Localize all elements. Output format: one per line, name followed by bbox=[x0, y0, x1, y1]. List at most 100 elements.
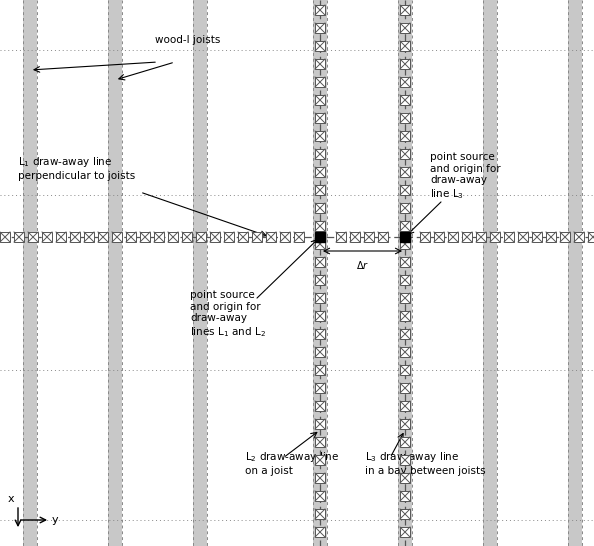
Bar bbox=[315, 59, 325, 69]
Bar bbox=[315, 509, 325, 519]
Text: y: y bbox=[52, 515, 59, 525]
Bar bbox=[193, 0, 207, 546]
Bar bbox=[315, 221, 325, 231]
Bar bbox=[182, 232, 192, 242]
Bar bbox=[315, 185, 325, 195]
Bar bbox=[364, 232, 374, 242]
Bar bbox=[42, 232, 52, 242]
Bar bbox=[315, 113, 325, 123]
Bar bbox=[315, 329, 325, 339]
Text: x: x bbox=[7, 494, 14, 504]
Text: $\Delta r$: $\Delta r$ bbox=[356, 259, 369, 271]
Bar bbox=[140, 232, 150, 242]
Bar bbox=[108, 0, 122, 546]
Bar bbox=[400, 473, 410, 483]
Bar bbox=[400, 293, 410, 303]
Bar bbox=[315, 131, 325, 141]
Bar bbox=[315, 5, 325, 15]
Bar bbox=[315, 275, 325, 285]
Bar bbox=[126, 232, 136, 242]
Bar bbox=[400, 347, 410, 357]
Bar bbox=[518, 232, 528, 242]
Bar bbox=[400, 437, 410, 447]
Bar bbox=[315, 167, 325, 177]
Bar bbox=[315, 383, 325, 393]
Bar bbox=[0, 232, 10, 242]
Bar bbox=[400, 239, 410, 249]
Bar bbox=[400, 185, 410, 195]
Bar bbox=[400, 419, 410, 429]
Bar bbox=[70, 232, 80, 242]
Bar bbox=[294, 232, 304, 242]
Bar bbox=[315, 149, 325, 159]
Bar bbox=[315, 239, 325, 249]
Bar bbox=[98, 232, 108, 242]
Bar bbox=[400, 5, 410, 15]
Bar bbox=[400, 365, 410, 375]
Bar bbox=[400, 113, 410, 123]
Bar bbox=[400, 203, 410, 213]
Text: L$_3$ draw-away line
in a bay between joists: L$_3$ draw-away line in a bay between jo… bbox=[365, 450, 486, 476]
Bar bbox=[238, 232, 248, 242]
Bar bbox=[400, 491, 410, 501]
Bar bbox=[315, 527, 325, 537]
Bar bbox=[84, 232, 94, 242]
Bar bbox=[315, 473, 325, 483]
Bar bbox=[400, 77, 410, 87]
Bar bbox=[154, 232, 164, 242]
Bar bbox=[315, 365, 325, 375]
Bar bbox=[400, 131, 410, 141]
Bar bbox=[196, 232, 206, 242]
Bar bbox=[490, 232, 500, 242]
Bar bbox=[574, 232, 584, 242]
Bar bbox=[14, 232, 24, 242]
Bar bbox=[315, 347, 325, 357]
Bar bbox=[400, 59, 410, 69]
Bar bbox=[588, 232, 594, 242]
Bar bbox=[400, 149, 410, 159]
Bar bbox=[400, 401, 410, 411]
Bar bbox=[532, 232, 542, 242]
Bar bbox=[315, 455, 325, 465]
Bar bbox=[252, 232, 262, 242]
Text: point source
and origin for
draw-away
lines L$_1$ and L$_2$: point source and origin for draw-away li… bbox=[190, 290, 266, 339]
Bar bbox=[315, 77, 325, 87]
Bar bbox=[315, 95, 325, 105]
Text: L$_2$ draw-away line
on a joist: L$_2$ draw-away line on a joist bbox=[245, 450, 339, 476]
Bar bbox=[400, 95, 410, 105]
Bar bbox=[168, 232, 178, 242]
Bar bbox=[448, 232, 458, 242]
Text: wood-I joists: wood-I joists bbox=[155, 35, 220, 45]
Bar bbox=[315, 41, 325, 51]
Bar bbox=[315, 419, 325, 429]
Bar bbox=[400, 221, 410, 231]
Bar bbox=[378, 232, 388, 242]
Bar bbox=[266, 232, 276, 242]
Bar bbox=[400, 23, 410, 33]
Bar bbox=[313, 0, 327, 546]
Bar bbox=[400, 527, 410, 537]
Bar bbox=[400, 329, 410, 339]
Bar bbox=[315, 293, 325, 303]
Bar bbox=[434, 232, 444, 242]
Bar bbox=[400, 167, 410, 177]
Bar bbox=[476, 232, 486, 242]
Bar bbox=[504, 232, 514, 242]
Bar bbox=[315, 257, 325, 267]
Bar bbox=[315, 401, 325, 411]
Bar bbox=[336, 232, 346, 242]
Bar bbox=[400, 509, 410, 519]
Bar bbox=[56, 232, 66, 242]
Bar bbox=[210, 232, 220, 242]
Bar bbox=[280, 232, 290, 242]
Bar bbox=[560, 232, 570, 242]
Bar bbox=[400, 257, 410, 267]
Bar bbox=[462, 232, 472, 242]
Bar bbox=[400, 275, 410, 285]
Bar bbox=[400, 311, 410, 321]
Text: L$_1$ draw-away line
perpendicular to joists: L$_1$ draw-away line perpendicular to jo… bbox=[18, 155, 135, 181]
Bar bbox=[398, 0, 412, 546]
Bar bbox=[568, 0, 582, 546]
Bar bbox=[28, 232, 38, 242]
Bar bbox=[483, 0, 497, 546]
